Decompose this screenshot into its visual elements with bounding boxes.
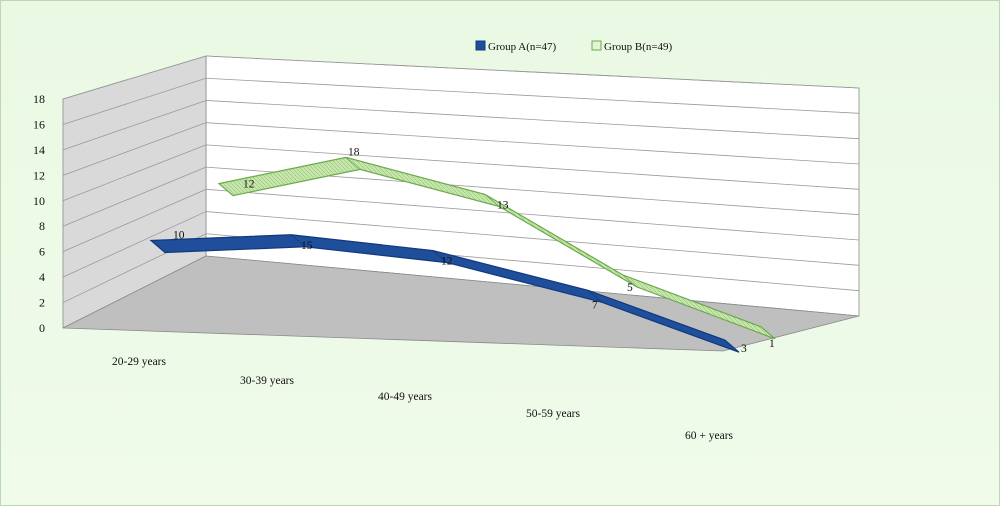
ribbon-b	[217, 156, 776, 340]
series-ribbons	[149, 156, 776, 353]
ribbon-segment-edge	[622, 274, 638, 288]
data-label: 1	[769, 338, 775, 350]
legend-item-a: Group A(n=47)	[475, 40, 557, 53]
gridline-back	[205, 144, 860, 190]
y-tick-label: 12	[33, 168, 45, 182]
gridline-side	[62, 211, 207, 278]
gridline-back	[205, 211, 860, 266]
y-tick-label: 18	[33, 92, 45, 106]
y-tick-label: 6	[39, 245, 45, 259]
x-category-label: 20-29 years	[112, 356, 166, 368]
ribbon-segment-edge	[587, 290, 603, 303]
gridline-back	[205, 77, 860, 114]
x-category-label: 50-59 years	[526, 408, 580, 420]
ribbon-segment-edge	[345, 157, 361, 170]
x-category-label: 40-49 years	[378, 391, 432, 403]
data-label: 5	[627, 282, 633, 294]
data-label: 10	[173, 230, 185, 242]
y-tick-label: 4	[39, 270, 45, 284]
y-tick-label: 14	[33, 143, 45, 157]
data-label: 15	[301, 240, 313, 252]
gridline-side	[62, 144, 207, 202]
data-label: 12	[441, 256, 453, 268]
legend-label: Group B(n=49)	[604, 41, 673, 53]
data-label: 13	[497, 199, 509, 211]
ribbon-a	[149, 234, 740, 353]
gridline-back	[205, 55, 860, 89]
y-tick-label: 8	[39, 219, 45, 233]
gridline-side	[62, 55, 207, 100]
y-tick-label: 0	[39, 321, 45, 335]
legend-swatch	[475, 40, 486, 51]
x-category-label: 30-39 years	[240, 375, 294, 387]
legend-label: Group A(n=47)	[488, 41, 557, 53]
data-label: 7	[592, 299, 598, 311]
ribbon-segment-edge	[484, 194, 500, 207]
data-label: 18	[348, 146, 360, 158]
data-label: 3	[741, 343, 747, 355]
y-tick-label: 10	[33, 194, 45, 208]
gridline-side	[62, 188, 207, 253]
y-tick-label: 16	[33, 117, 45, 131]
gridline-back	[205, 100, 860, 140]
series-a	[149, 234, 740, 353]
gridline-side	[62, 122, 207, 176]
gridline-side	[62, 100, 207, 151]
data-label: 12	[243, 179, 255, 191]
gridline-side	[62, 77, 207, 125]
x-axis-categories: 20-29 years 30-39 years 40-49 years 50-59 y…	[112, 356, 734, 442]
y-axis-ticks: 0 2 4 6 8 10 12 14 16 18	[33, 92, 45, 335]
legend-swatch	[591, 40, 602, 51]
data-labels: 12 18 13 5 1 10 15 12 7 3	[173, 146, 775, 355]
legend-item-b: Group B(n=49)	[591, 40, 673, 53]
x-category-label: 60 + years	[685, 430, 734, 442]
ribbon-segment-edge	[432, 250, 448, 263]
legend: Group A(n=47) Group B(n=49)	[475, 40, 673, 53]
gridline-back	[205, 122, 860, 165]
ribbon-segment-edge	[290, 234, 306, 248]
gridline-side	[62, 166, 207, 227]
series-b	[217, 156, 776, 340]
y-tick-label: 2	[39, 296, 45, 310]
plot-walls	[62, 55, 860, 352]
floor	[62, 255, 860, 352]
gridline-back	[205, 188, 860, 241]
